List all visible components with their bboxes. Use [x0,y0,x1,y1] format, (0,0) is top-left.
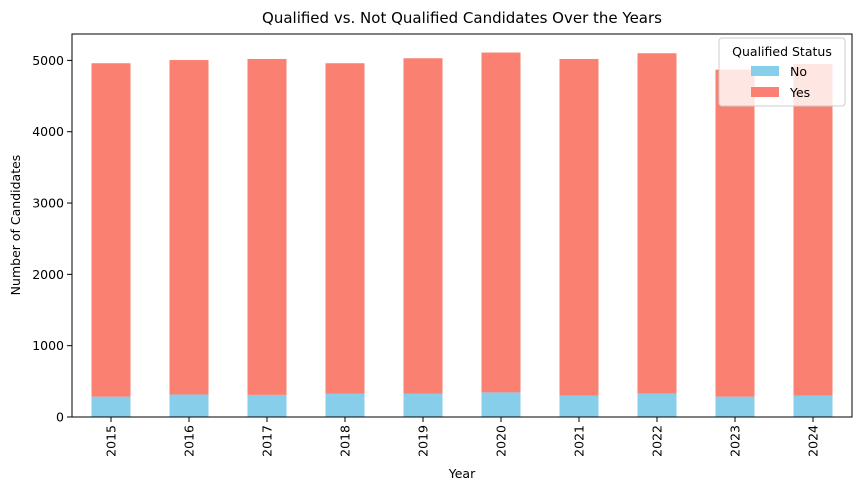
chart-title: Qualified vs. Not Qualified Candidates O… [262,9,662,27]
y-tick-label-3000: 3000 [32,196,64,211]
bar-yes-2020 [481,52,521,393]
bar-yes-2015 [91,63,131,397]
bar-no-2018 [325,393,365,417]
x-tick-label-2023: 2023 [728,425,743,457]
bar-no-2023 [715,396,755,417]
legend-swatch-yes [751,87,779,97]
bar-yes-2017 [247,58,287,395]
bar-no-2015 [91,396,131,417]
legend-box [718,37,846,107]
x-tick-label-2016: 2016 [182,425,197,457]
bar-no-2021 [559,395,599,417]
bars-group [91,52,833,417]
legend: Qualified Status No Yes [718,37,846,107]
x-tick-label-2020: 2020 [494,425,509,457]
x-axis: 2015 2016 2017 2018 2019 2020 2021 2022 2023 2024 [104,417,821,457]
legend-title: Qualified Status [732,44,832,59]
x-tick-label-2022: 2022 [650,425,665,457]
bar-no-2019 [403,393,443,417]
bar-yes-2023 [715,69,755,397]
y-tick-label-5000: 5000 [32,53,64,68]
bar-yes-2024 [793,63,833,396]
bar-no-2022 [637,393,677,417]
legend-label-no: No [790,64,807,79]
bar-yes-2016 [169,60,209,395]
bar-yes-2021 [559,58,599,396]
legend-swatch-no [751,66,779,76]
bar-yes-2022 [637,53,677,394]
x-tick-label-2024: 2024 [806,425,821,457]
bar-no-2020 [481,392,521,417]
x-tick-label-2021: 2021 [572,425,587,457]
x-tick-label-2015: 2015 [104,425,119,457]
legend-label-yes: Yes [789,85,810,100]
x-tick-label-2018: 2018 [338,425,353,457]
x-axis-label: Year [448,466,476,481]
bar-yes-2019 [403,58,443,394]
bar-no-2017 [247,394,287,417]
plot-frame [71,33,853,418]
y-tick-label-1000: 1000 [32,338,64,353]
bar-yes-2018 [325,63,365,394]
y-tick-label-0: 0 [56,410,64,425]
x-tick-label-2017: 2017 [260,425,275,457]
y-tick-label-2000: 2000 [32,267,64,282]
bar-no-2024 [793,395,833,417]
x-tick-label-2019: 2019 [416,425,431,457]
y-axis: 0 1000 2000 3000 4000 5000 [32,53,72,425]
y-axis-label: Number of Candidates [8,155,23,296]
bar-no-2016 [169,394,209,417]
y-tick-label-4000: 4000 [32,124,64,139]
